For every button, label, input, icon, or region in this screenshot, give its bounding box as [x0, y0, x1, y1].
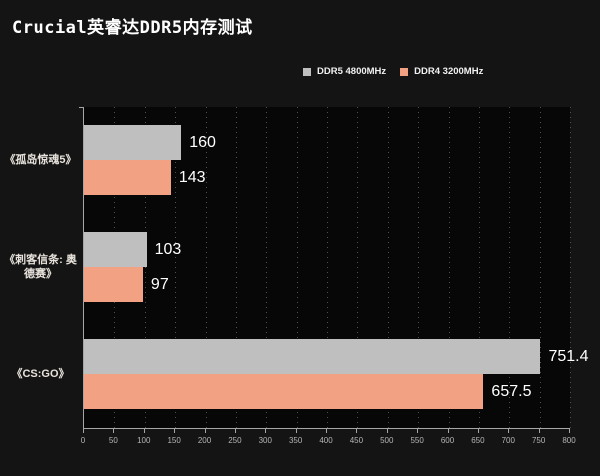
x-axis-tick [386, 429, 388, 433]
gridline [509, 107, 511, 428]
gridline [327, 107, 328, 428]
value-label: 657.5 [491, 382, 532, 400]
gridline [387, 107, 389, 428]
x-axis-tick-label: 550 [410, 436, 424, 445]
bar-ddr4-3200mhz [84, 267, 143, 303]
bar-row: 103 [84, 232, 570, 268]
bar-ddr5-4800mhz [84, 125, 182, 161]
x-axis-tick [234, 429, 236, 433]
legend-item-ddr5: DDR5 4800MHz [303, 66, 386, 77]
gridline [175, 107, 177, 428]
bar-ddr5-4800mhz [84, 339, 541, 375]
x-axis-tick-label: 700 [501, 436, 515, 445]
gridline [570, 107, 571, 428]
x-axis-tick-label: 500 [380, 436, 394, 445]
x-axis-tick-label: 100 [137, 436, 151, 445]
x-axis-tick-label: 750 [531, 436, 546, 445]
x-axis-tick [569, 429, 570, 433]
x-axis-tick [538, 429, 540, 433]
x-axis-tick-label: 250 [228, 436, 242, 445]
value-label: 160 [189, 133, 216, 151]
x-axis-tick-label: 450 [349, 436, 364, 445]
x-axis-tick-label: 800 [562, 436, 576, 445]
category-label: 《CS:GO》 [11, 368, 70, 381]
x-axis-tick [508, 429, 510, 433]
gridline [235, 107, 237, 428]
bar-row: 143 [84, 160, 570, 196]
legend-label-ddr4: DDR4 3200MHz [414, 66, 484, 77]
x-axis-tick [447, 429, 449, 433]
x-axis-tick [295, 429, 297, 433]
legend-item-ddr4: DDR4 3200MHz [400, 66, 483, 77]
bar-group: 103 97 [84, 214, 570, 321]
x-axis-tick [83, 429, 84, 433]
bar-row: 751.4 [84, 339, 589, 375]
gridline [539, 107, 541, 428]
x-axis-tick-label: 600 [440, 436, 455, 445]
value-label: 143 [178, 168, 206, 186]
x-axis-tick-label: 300 [258, 436, 272, 445]
x-axis-tick [113, 429, 115, 433]
x-axis-tick [143, 429, 145, 433]
gridline [296, 107, 298, 428]
category-label: 《孤岛惊魂5》 [4, 154, 77, 167]
bar-ddr4-3200mhz [84, 160, 171, 196]
x-axis-tick-label: 350 [288, 436, 303, 445]
x-axis-tick-label: 150 [167, 436, 181, 445]
bar-row: 97 [84, 267, 570, 303]
x-axis-tick [356, 429, 358, 433]
x-axis-tick-label: 0 [80, 436, 86, 445]
x-axis-tick [174, 429, 176, 433]
x-axis-tick [265, 429, 267, 433]
bar-group: 160 143 [84, 107, 570, 214]
x-axis-tick-label: 400 [319, 436, 333, 445]
x-axis-tick-label: 50 [108, 436, 118, 445]
legend-swatch-ddr5-icon [303, 67, 311, 76]
x-axis-tick-label: 200 [197, 436, 212, 445]
value-label: 97 [150, 275, 169, 293]
category-axis: 《孤岛惊魂5》《刺客信条: 奥德赛》《CS:GO》 [0, 107, 81, 428]
value-label: 103 [154, 240, 182, 258]
legend-swatch-ddr4-icon [400, 67, 409, 76]
gridline [205, 107, 207, 428]
bar-ddr5-4800mhz [84, 232, 147, 268]
x-axis-tick [417, 429, 419, 433]
legend: DDR5 4800MHz DDR4 3200MHz [303, 66, 483, 77]
x-axis-tick [326, 429, 327, 433]
category-label: 《刺客信条: 奥德赛》 [4, 253, 77, 281]
x-axis-tick-label: 650 [471, 436, 485, 445]
bar-group: 751.4 657.5 [84, 321, 589, 428]
plot-area: 160 143 103 97 751.4 657.5 [83, 107, 589, 429]
bar-row: 160 [84, 125, 570, 161]
x-axis-tick [204, 429, 206, 433]
gridline [418, 107, 420, 428]
bar-ddr4-3200mhz [84, 374, 484, 410]
x-axis: 0 50 100 150 200 250 300 350 400 450 500 550 600 650 7… [80, 429, 576, 451]
gridline [448, 107, 450, 428]
value-label: 751.4 [548, 347, 589, 365]
gridline [478, 107, 480, 428]
gridline [144, 107, 146, 428]
gridline [357, 107, 359, 428]
x-axis-tick [477, 429, 479, 433]
chart-title: Crucial英睿达DDR5内存测试 [12, 18, 253, 38]
gridline [266, 107, 268, 428]
bar-row: 657.5 [84, 374, 570, 410]
y-axis-top-tick [79, 107, 84, 108]
legend-label-ddr5: DDR5 4800MHz [317, 66, 387, 77]
